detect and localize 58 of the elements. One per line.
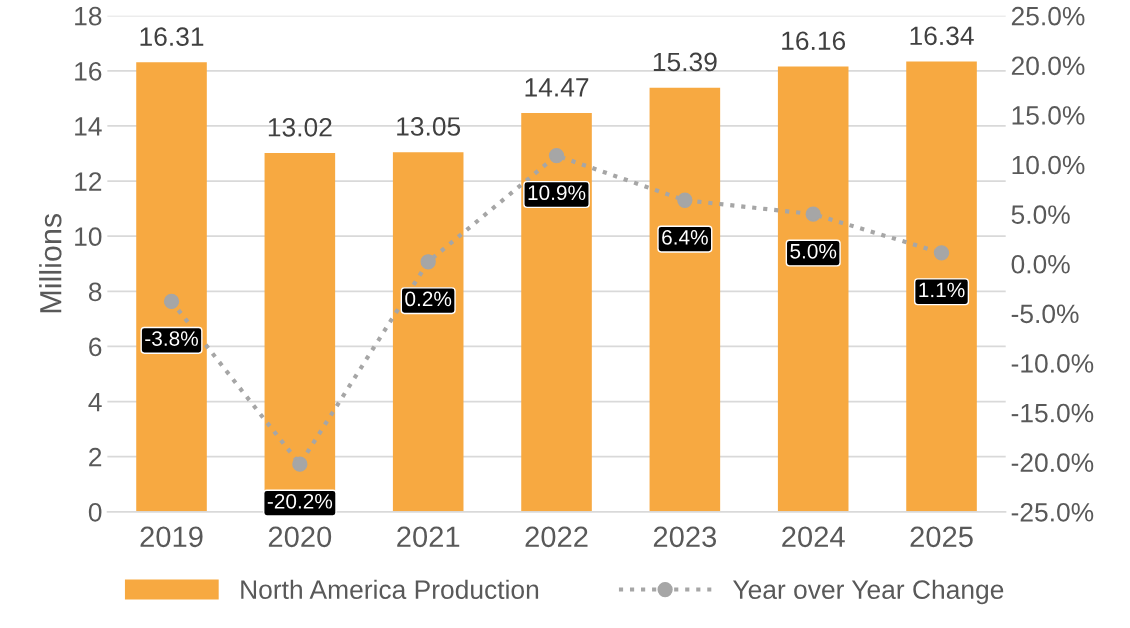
point xyxy=(163,293,180,310)
x-tick-label: 2023 xyxy=(653,526,717,548)
y2-tick-label: 0.0% xyxy=(1011,254,1070,274)
data-label: 15.39 xyxy=(653,52,717,72)
data-label: -3.8% xyxy=(145,331,198,346)
x-tick-label: 2024 xyxy=(782,526,845,548)
y-tick-label: 14 xyxy=(75,117,102,136)
bar xyxy=(521,112,592,512)
y-tick-label: 6 xyxy=(89,337,102,357)
point xyxy=(677,192,693,208)
y2-tick-label: 25.0% xyxy=(1011,6,1085,26)
point xyxy=(420,254,436,270)
data-label: 6.4% xyxy=(662,229,708,245)
point xyxy=(805,206,821,222)
data-label: -20.2% xyxy=(267,493,333,509)
legend-label: North America Production xyxy=(241,579,539,600)
x-tick-label: 2022 xyxy=(525,526,588,548)
bar xyxy=(777,66,849,512)
data-label: 13.02 xyxy=(268,117,332,137)
legend-label: Year over Year Change xyxy=(732,579,1004,605)
data-label: 10.9% xyxy=(528,185,586,201)
x-tick-label: 2021 xyxy=(397,526,460,548)
point xyxy=(548,147,565,164)
y-tick-label: 16 xyxy=(75,61,102,81)
data-label: 16.31 xyxy=(140,27,204,46)
bar xyxy=(649,87,721,512)
y2-tick-label: -10.0% xyxy=(1011,354,1094,373)
y2-tick-label: 20.0% xyxy=(1011,56,1085,76)
y2-tick-label: 5.0% xyxy=(1011,205,1070,224)
y2-tick-label: -25.0% xyxy=(1011,502,1094,522)
y2-tick-label: 10.0% xyxy=(1012,155,1085,175)
y2-tick-label: 15.0% xyxy=(1012,106,1085,125)
y2-tick-label: -5.0% xyxy=(1011,304,1079,324)
data-label: 5.0% xyxy=(790,243,837,259)
data-label: 13.05 xyxy=(397,117,461,136)
data-label: 1.1% xyxy=(919,282,965,298)
x-tick-label: 2020 xyxy=(268,526,332,548)
point xyxy=(933,245,950,261)
y-tick-label: 8 xyxy=(88,282,102,302)
y2-tick-label: -15.0% xyxy=(1011,403,1094,423)
y-tick-label: 12 xyxy=(75,172,102,191)
data-label: 0.2% xyxy=(405,291,452,307)
y2-tick-label: -20.0% xyxy=(1011,453,1094,473)
y-tick-label: 18 xyxy=(75,6,102,26)
y-tick-label: 10 xyxy=(75,227,102,247)
y-tick-label: 0 xyxy=(88,502,102,522)
bar xyxy=(136,62,207,512)
bar xyxy=(906,61,977,512)
x-tick-label: 2019 xyxy=(140,526,203,548)
data-label: 14.47 xyxy=(525,78,589,97)
data-label: 16.34 xyxy=(910,26,974,46)
x-tick-label: 2025 xyxy=(910,526,973,548)
y-axis-title: Millions xyxy=(39,213,62,313)
y-tick-label: 2 xyxy=(89,447,102,467)
point xyxy=(292,456,308,472)
bar xyxy=(392,152,464,512)
y-tick-label: 4 xyxy=(88,392,102,412)
data-label: 16.16 xyxy=(782,31,846,51)
